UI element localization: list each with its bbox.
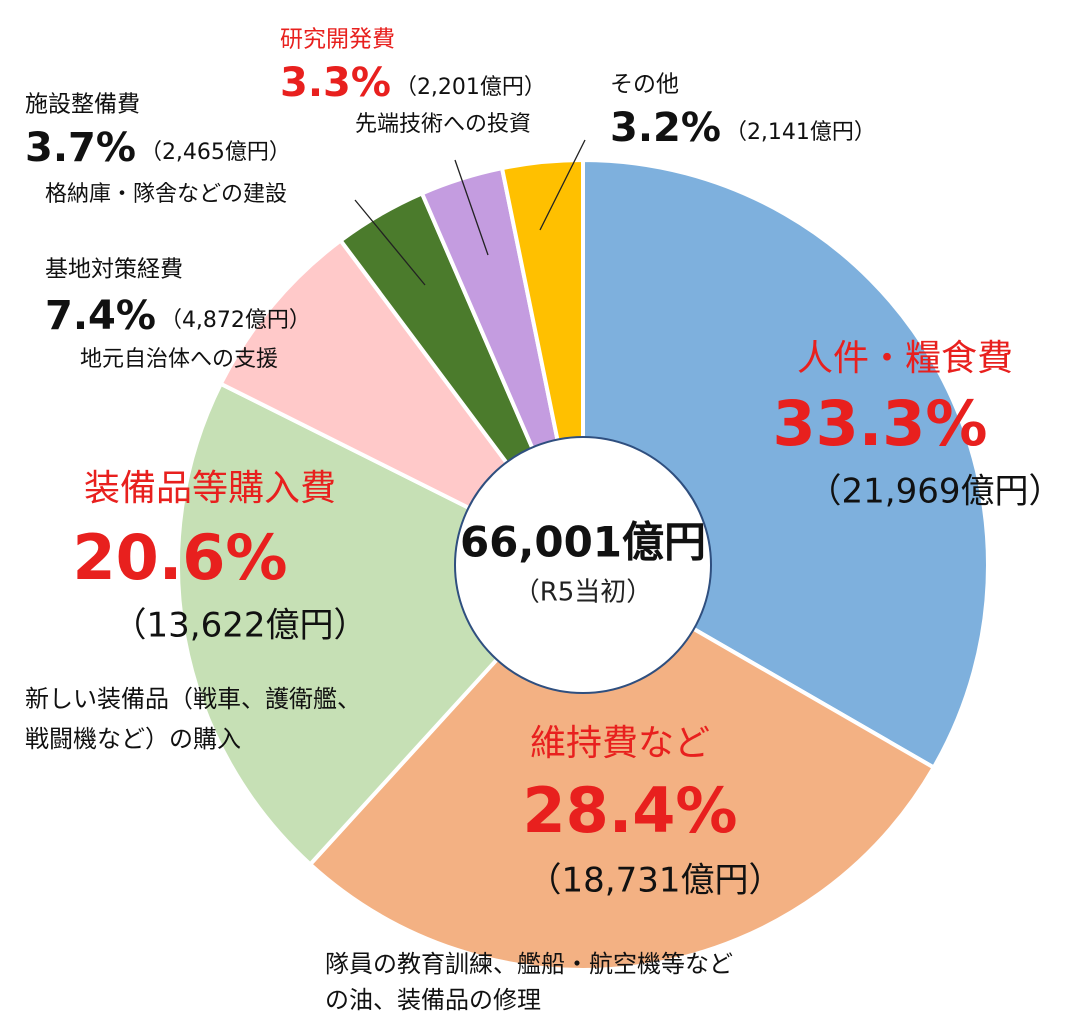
slice <box>176 381 587 868</box>
value-label: 7.4% <box>45 293 156 339</box>
category-label: 維持費など <box>530 723 710 764</box>
amount-label: （4,872億円） <box>160 308 311 333</box>
description: 戦闘機など）の購入 <box>25 725 241 753</box>
description: の油、装備品の修理 <box>325 986 541 1014</box>
amount-label: （18,731億円） <box>528 861 783 901</box>
leader-line <box>539 139 586 231</box>
description: 新しい装備品（戦車、護衛艦、 <box>25 685 361 713</box>
center-hole <box>454 436 712 694</box>
category-label: 人件・糧食費 <box>797 338 1013 379</box>
category-label: 研究開発費 <box>280 27 395 53</box>
description: 先端技術への投資 <box>355 112 531 137</box>
value-label: 3.3% <box>280 60 391 106</box>
leader-line <box>354 199 426 286</box>
category-label: 基地対策経費 <box>45 257 183 283</box>
amount-label: （21,969億円） <box>808 472 1063 512</box>
amount-label: （2,465億円） <box>140 140 291 165</box>
slice <box>307 562 937 972</box>
leader-line <box>454 159 489 256</box>
value-label: 3.2% <box>610 105 721 151</box>
description: 格納庫・隊舎などの建設 <box>45 182 287 207</box>
center-subtitle: （R5当初） <box>514 578 653 608</box>
leader-lines <box>354 139 586 286</box>
category-label: 装備品等購入費 <box>84 468 336 509</box>
value-label: 33.3% <box>772 387 987 460</box>
center-title: 66,001億円 <box>460 518 706 567</box>
amount-label: （2,141億円） <box>725 120 876 145</box>
amount-label: （13,622億円） <box>113 606 368 646</box>
value-label: 20.6% <box>72 521 287 594</box>
value-label: 3.7% <box>25 125 136 171</box>
category-label: 施設整備費 <box>25 92 140 118</box>
description: 地元自治体への支援 <box>80 347 278 372</box>
category-label: その他 <box>610 72 679 98</box>
amount-label: （2,201億円） <box>395 75 546 100</box>
value-label: 28.4% <box>522 774 737 847</box>
description: 隊員の教育訓練、艦船・航空機等など <box>325 950 733 978</box>
